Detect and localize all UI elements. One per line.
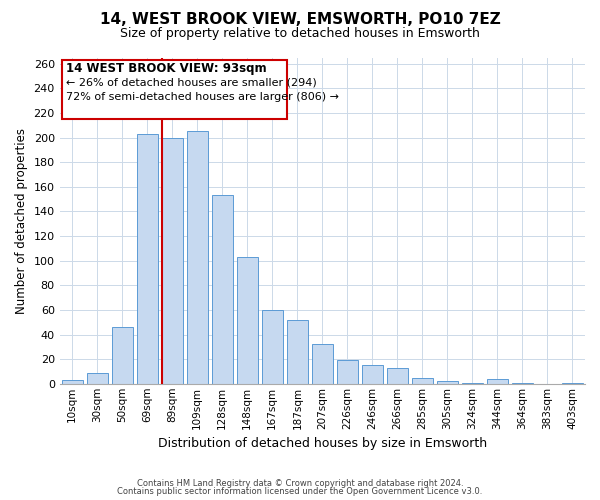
X-axis label: Distribution of detached houses by size in Emsworth: Distribution of detached houses by size … [158, 437, 487, 450]
Y-axis label: Number of detached properties: Number of detached properties [15, 128, 28, 314]
Bar [86, 372, 108, 384]
Bar [137, 134, 158, 384]
Text: Contains HM Land Registry data © Crown copyright and database right 2024.: Contains HM Land Registry data © Crown c… [137, 478, 463, 488]
Bar [562, 382, 583, 384]
Bar [412, 378, 433, 384]
Text: 72% of semi-detached houses are larger (806) →: 72% of semi-detached houses are larger (… [66, 92, 339, 102]
Bar [387, 368, 408, 384]
Bar [362, 366, 383, 384]
Bar [236, 257, 258, 384]
Text: Size of property relative to detached houses in Emsworth: Size of property relative to detached ho… [120, 28, 480, 40]
Bar [212, 196, 233, 384]
Bar [62, 380, 83, 384]
Bar [187, 132, 208, 384]
Text: ← 26% of detached houses are smaller (294): ← 26% of detached houses are smaller (29… [66, 77, 317, 87]
Text: Contains public sector information licensed under the Open Government Licence v3: Contains public sector information licen… [118, 487, 482, 496]
Bar [112, 327, 133, 384]
Bar [462, 382, 483, 384]
Bar [62, 60, 287, 119]
Bar [337, 360, 358, 384]
Bar [287, 320, 308, 384]
Bar [512, 382, 533, 384]
Bar [161, 138, 183, 384]
Bar [312, 344, 333, 384]
Bar [437, 382, 458, 384]
Bar [262, 310, 283, 384]
Bar [487, 379, 508, 384]
Text: 14, WEST BROOK VIEW, EMSWORTH, PO10 7EZ: 14, WEST BROOK VIEW, EMSWORTH, PO10 7EZ [100, 12, 500, 28]
Text: 14 WEST BROOK VIEW: 93sqm: 14 WEST BROOK VIEW: 93sqm [66, 62, 266, 75]
